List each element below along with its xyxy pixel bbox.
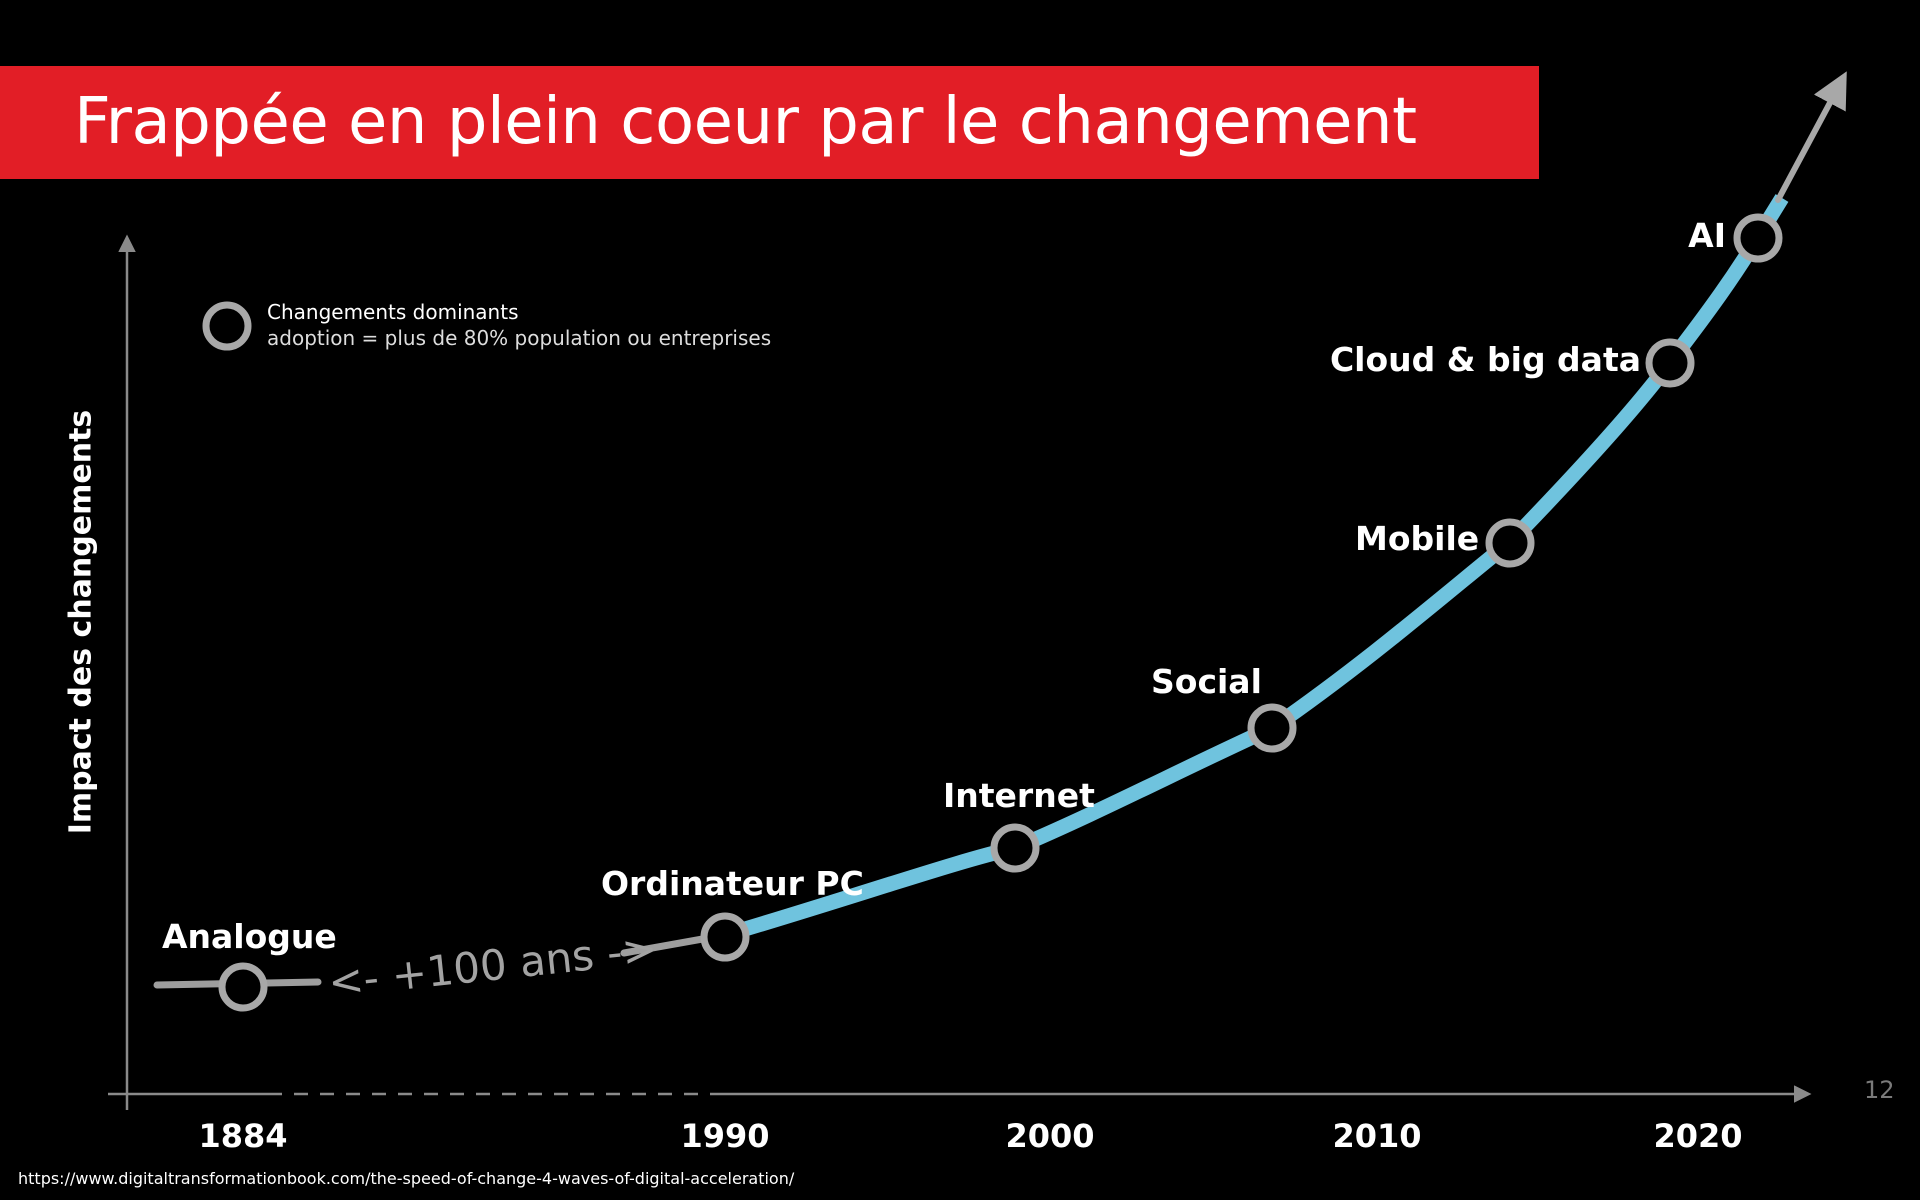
milestone-markers [218,213,1783,1012]
slide-title: Frappée en plein coeur par le changement [74,85,1417,159]
x-tick-2000: 2000 [1005,1117,1094,1155]
milestone-label-mobile: Mobile [1355,519,1479,558]
milestone-label-ai: AI [1688,216,1726,255]
y-axis-label: Impact des changements [63,409,99,835]
milestone-label-ordinateur-pc: Ordinateur PC [601,864,864,903]
milestone-marker-ordinateur-pc [700,912,750,962]
milestone-label-cloud-big-data: Cloud & big data [1330,340,1641,379]
milestone-marker-ai [1733,213,1783,263]
milestone-marker-social [1247,703,1297,753]
milestone-label-internet: Internet [943,776,1095,815]
source-url: https://www.digitaltransformationbook.co… [18,1169,795,1188]
x-tick-2010: 2010 [1332,1117,1421,1155]
milestone-marker-internet [990,823,1040,873]
x-tick-1990: 1990 [680,1117,769,1155]
title-bar: Frappée en plein coeur par le changement [0,66,1539,179]
legend-subtitle: adoption = plus de 80% population ou ent… [267,326,772,350]
page-number: 12 [1864,1076,1895,1104]
x-tick-2020: 2020 [1653,1117,1742,1155]
milestone-marker-cloud-big-data [1645,338,1695,388]
legend-marker-icon [202,301,252,351]
milestone-marker-analogue [218,962,268,1012]
milestone-label-social: Social [1151,662,1262,701]
x-tick-1884: 1884 [198,1117,287,1155]
legend-title: Changements dominants [267,300,519,324]
gap-label: <- +100 ans -> [326,924,660,1007]
growth-curve [722,194,1789,943]
growth-arrow [1775,71,1847,203]
milestone-label-analogue: Analogue [162,917,337,956]
milestone-marker-mobile [1485,518,1535,568]
